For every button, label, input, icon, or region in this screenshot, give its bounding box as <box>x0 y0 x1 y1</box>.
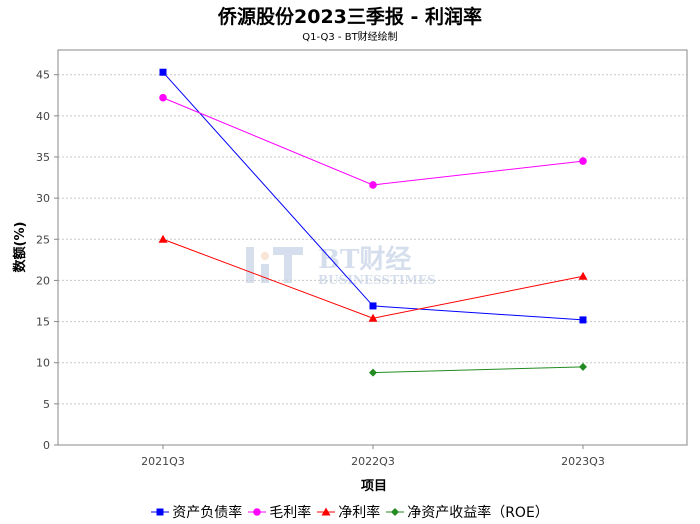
series-line <box>162 97 584 186</box>
legend-item: 资产负债率 <box>151 502 242 522</box>
legend-label: 净利率 <box>338 505 381 521</box>
x-axis-label: 项目 <box>361 479 387 494</box>
x-tick-label: 2022Q3 <box>351 455 395 468</box>
data-point <box>158 234 168 243</box>
series-3 <box>369 362 587 377</box>
x-axis: 2021Q3 2022Q3 2023Q3 <box>141 445 605 468</box>
legend-item: 毛利率 <box>248 502 311 522</box>
y-axis: 0 5 10 15 20 25 30 35 40 45 <box>36 69 58 452</box>
data-point <box>369 302 377 310</box>
chart-title: 侨源股份2023三季报 - 利润率 <box>218 6 482 28</box>
y-tick-label: 35 <box>36 151 50 164</box>
legend-label: 资产负债率 <box>172 505 243 521</box>
y-tick-label: 25 <box>36 233 50 246</box>
y-tick-label: 15 <box>36 316 50 329</box>
legend-marker-shape <box>156 508 164 516</box>
legend-item: 净资产收益率（ROE） <box>386 502 549 522</box>
x-tick-label: 2021Q3 <box>141 455 185 468</box>
series-line <box>372 366 584 374</box>
y-tick-label: 30 <box>36 192 50 205</box>
grid-lines <box>58 74 687 405</box>
legend-marker <box>151 508 170 516</box>
y-tick-label: 0 <box>43 439 50 452</box>
data-point <box>369 181 377 189</box>
y-axis-label: 数额(%) <box>12 222 28 273</box>
y-tick-label: 40 <box>36 110 50 123</box>
legend-marker <box>317 507 336 516</box>
x-tick-label: 2023Q3 <box>561 455 605 468</box>
y-tick-label: 5 <box>43 398 50 411</box>
data-point <box>369 368 377 377</box>
data-point <box>368 313 378 322</box>
svg-text:BT财经: BT财经 <box>318 244 411 275</box>
data-point <box>159 68 167 76</box>
line-chart: BT财经 BUSINESSTIMES 0 5 10 15 20 25 30 35 40 45 20… <box>12 49 688 494</box>
legend-marker <box>386 508 405 516</box>
series-group <box>158 68 588 377</box>
legend: 资产负债率 毛利率 净利率 净资产收益率（ROE） <box>0 502 700 522</box>
legend-label: 净资产收益率（ROE） <box>407 505 549 521</box>
y-tick-label: 10 <box>36 357 50 370</box>
watermark-logo: BT财经 BUSINESSTIMES <box>246 244 436 287</box>
legend-item: 净利率 <box>317 502 380 522</box>
legend-marker-shape <box>253 508 262 516</box>
chart-subtitle: Q1-Q3 - BT财经绘制 <box>302 32 398 43</box>
legend-label: 毛利率 <box>269 505 312 521</box>
data-point <box>579 316 587 324</box>
series-2 <box>158 234 588 322</box>
series-1 <box>159 93 587 189</box>
series-0 <box>159 68 587 324</box>
y-tick-label: 45 <box>36 69 50 82</box>
data-point <box>159 93 167 102</box>
data-point <box>578 271 588 280</box>
svg-text:BUSINESSTIMES: BUSINESSTIMES <box>318 273 436 287</box>
legend-marker <box>248 508 267 516</box>
data-point <box>579 362 587 371</box>
y-tick-label: 20 <box>36 274 50 287</box>
legend-marker-shape <box>321 507 331 516</box>
data-point <box>579 157 587 165</box>
legend-marker-shape <box>391 508 400 516</box>
